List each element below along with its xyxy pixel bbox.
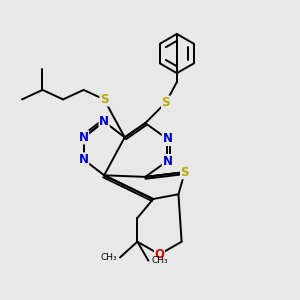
Text: N: N bbox=[79, 131, 88, 144]
Text: CH₃: CH₃ bbox=[100, 253, 117, 262]
Text: CH₃: CH₃ bbox=[151, 256, 168, 265]
Text: N: N bbox=[162, 154, 172, 168]
Text: N: N bbox=[99, 115, 109, 128]
Text: S: S bbox=[162, 96, 170, 109]
Text: N: N bbox=[79, 153, 88, 166]
Text: S: S bbox=[181, 166, 189, 178]
Text: N: N bbox=[162, 132, 172, 146]
Text: S: S bbox=[100, 93, 108, 106]
Text: O: O bbox=[154, 248, 164, 261]
